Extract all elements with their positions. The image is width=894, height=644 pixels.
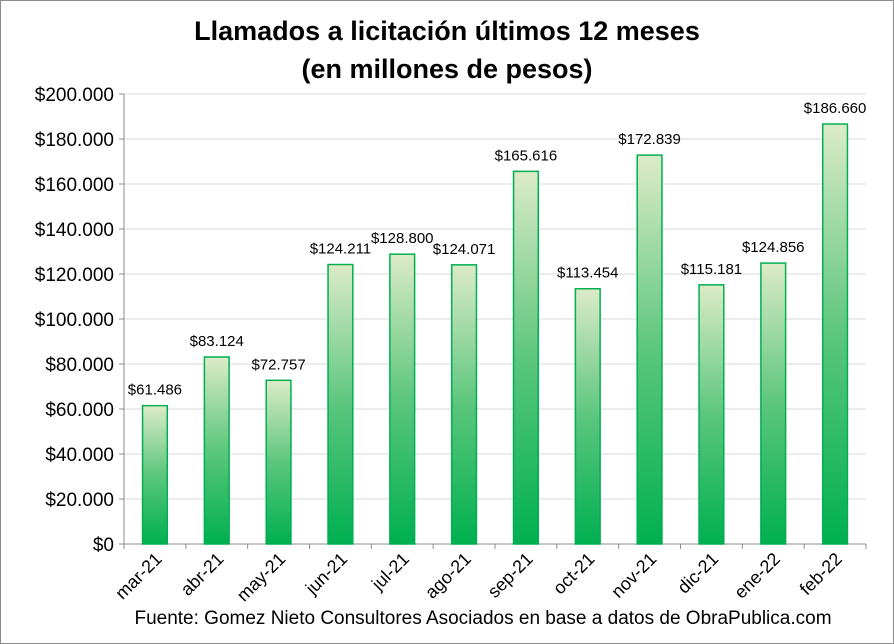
x-tick-label: abr-21 [177, 549, 228, 600]
y-tick-label: $160.000 [35, 175, 114, 196]
data-label: $165.616 [495, 147, 558, 164]
x-tick-label: mar-21 [111, 549, 165, 603]
bar-dic-21 [698, 284, 725, 545]
y-tick-label: $20.000 [45, 490, 114, 511]
y-tick-label: $100.000 [35, 310, 114, 331]
data-label: $124.211 [310, 241, 371, 258]
data-label: $186.660 [804, 100, 867, 117]
x-tick-label: nov-21 [607, 549, 660, 602]
data-label: $83.124 [190, 333, 244, 350]
x-tick-label: dic-21 [673, 549, 722, 598]
data-label: $113.454 [557, 265, 618, 282]
bar-sep-21 [512, 170, 540, 545]
x-tick-label: oct-21 [549, 549, 599, 599]
y-tick-label: $40.000 [45, 445, 114, 466]
bar-may-21 [265, 379, 292, 545]
data-label: $128.800 [371, 230, 434, 247]
y-tick-label: $60.000 [45, 400, 114, 421]
data-label: $124.856 [742, 239, 805, 256]
bar-mar-21 [141, 404, 169, 545]
bar-jun-21 [327, 263, 354, 545]
x-tick-label: sep-21 [484, 549, 537, 602]
x-tick-label: ago-21 [421, 549, 475, 603]
y-tick-label: $180.000 [35, 130, 114, 151]
x-tick-label: jun-21 [301, 549, 351, 599]
bar-oct-21 [574, 287, 601, 545]
bar-ago-21 [450, 264, 478, 545]
x-tick-label: feb-22 [796, 549, 846, 599]
bar-jul-21 [389, 253, 416, 545]
y-tick-label: $80.000 [45, 355, 114, 376]
chart-title: Llamados a licitación últimos 12 meses [194, 16, 700, 46]
data-label: $72.757 [251, 356, 305, 373]
y-tick-label: $120.000 [35, 265, 114, 286]
y-tick-label: $0 [93, 535, 114, 556]
bar-abr-21 [203, 356, 230, 545]
bar-nov-21 [636, 154, 663, 545]
x-tick-label: jul-21 [367, 549, 413, 595]
y-tick-label: $200.000 [35, 85, 114, 106]
bar-feb-22 [821, 123, 849, 545]
x-tick-label: ene-22 [730, 549, 784, 603]
bar-ene-22 [760, 262, 787, 545]
y-tick-label: $140.000 [35, 220, 114, 241]
data-label: $172.839 [618, 131, 681, 148]
data-label: $61.486 [128, 382, 182, 399]
data-label: $115.181 [681, 261, 742, 278]
chart-source: Fuente: Gomez Nieto Consultores Asociado… [134, 608, 832, 629]
data-label: $124.071 [433, 241, 496, 258]
x-tick-label: may-21 [233, 549, 290, 606]
chart-subtitle: (en millones de pesos) [301, 54, 593, 84]
